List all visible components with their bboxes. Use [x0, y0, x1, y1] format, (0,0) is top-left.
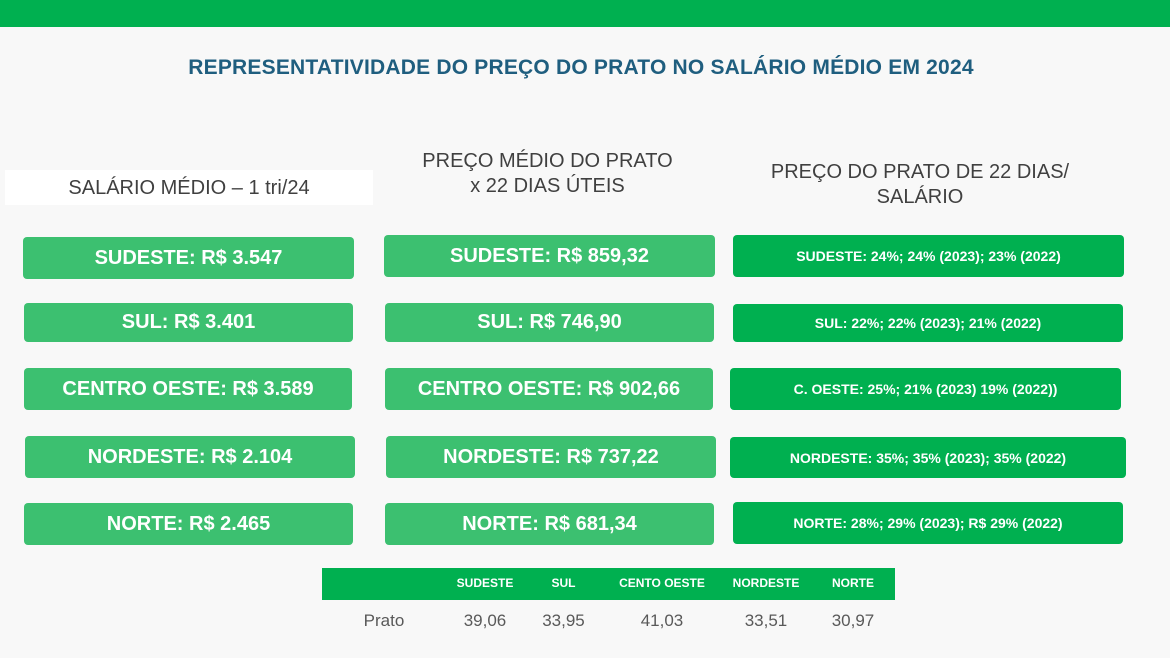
top-accent-bar	[0, 0, 1170, 27]
ratio-column-header: PREÇO DO PRATO DE 22 DIAS/ SALÁRIO	[730, 160, 1110, 210]
table-cell-sudeste: 39,06	[463, 611, 507, 630]
table-header-sul: SUL	[551, 576, 576, 590]
table-cell-sul: 33,95	[542, 611, 585, 630]
salary-box-sul: SUL: R$ 3.401	[24, 303, 353, 342]
plate-box-sul: SUL: R$ 746,90	[385, 303, 714, 342]
table-header-centro-oeste: CENTO OESTE	[619, 576, 705, 590]
table-header-norte: NORTE	[832, 576, 874, 590]
plate-box-centro-oeste: CENTRO OESTE: R$ 902,66	[385, 368, 713, 410]
ratio-header-line2: SALÁRIO	[876, 186, 964, 208]
plate-box-norte: NORTE: R$ 681,34	[385, 503, 714, 545]
salary-box-norte: NORTE: R$ 2.465	[24, 503, 353, 545]
ratio-box-sul: SUL: 22%; 22% (2023); 21% (2022)	[733, 304, 1123, 342]
ratio-header-line1: PREÇO DO PRATO DE 22 DIAS/	[770, 161, 1070, 183]
plate-header-line2: x 22 DIAS ÚTEIS	[470, 175, 625, 197]
salary-box-sudeste: SUDESTE: R$ 3.547	[23, 237, 354, 279]
table-cell-centro-oeste: 41,03	[640, 611, 684, 630]
table-cell-nordeste: 33,51	[744, 611, 788, 630]
table-row-label: Prato	[363, 611, 405, 630]
table-cell-norte: 30,97	[831, 611, 875, 630]
page-title: REPRESENTATIVIDADE DO PREÇO DO PRATO NO …	[188, 56, 974, 79]
plate-header-line1: PREÇO MÉDIO DO PRATO	[422, 150, 673, 172]
salary-box-nordeste: NORDESTE: R$ 2.104	[25, 436, 355, 478]
ratio-box-sudeste: SUDESTE: 24%; 24% (2023); 23% (2022)	[733, 235, 1124, 277]
salary-box-centro-oeste: CENTRO OESTE: R$ 3.589	[24, 368, 352, 410]
table-header-nordeste: NORDESTE	[732, 576, 800, 590]
ratio-box-norte: NORTE: 28%; 29% (2023); R$ 29% (2022)	[733, 502, 1123, 544]
plate-box-nordeste: NORDESTE: R$ 737,22	[386, 436, 716, 478]
table-header-row: SUDESTE SUL CENTO OESTE NORDESTE NORTE	[322, 568, 895, 600]
plate-box-sudeste: SUDESTE: R$ 859,32	[384, 235, 715, 277]
table-header-sudeste: SUDESTE	[456, 576, 514, 590]
plate-column-header: PREÇO MÉDIO DO PRATO x 22 DIAS ÚTEIS	[380, 149, 715, 199]
salary-column-header: SALÁRIO MÉDIO – 1 tri/24	[5, 170, 373, 205]
ratio-box-centro-oeste: C. OESTE: 25%; 21% (2023) 19% (2022))	[730, 368, 1121, 410]
ratio-box-nordeste: NORDESTE: 35%; 35% (2023); 35% (2022)	[730, 437, 1126, 478]
